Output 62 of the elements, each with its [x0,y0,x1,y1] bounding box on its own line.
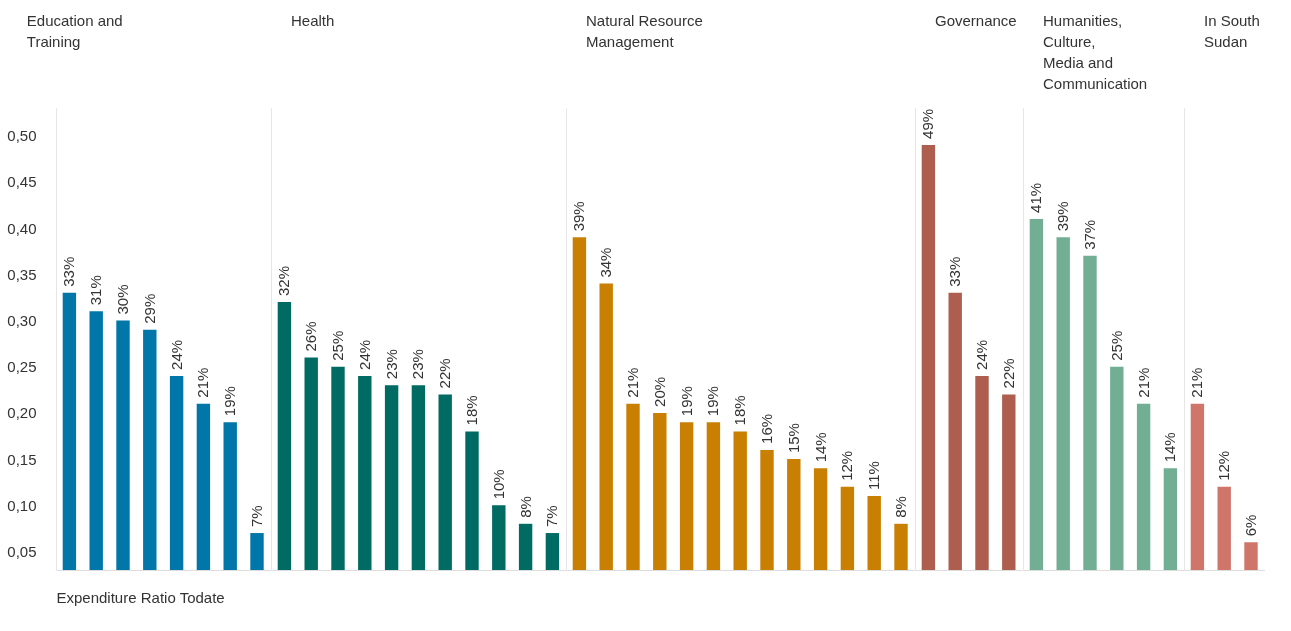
data-label: 25% [1107,330,1125,361]
data-label: 8% [516,496,534,518]
data-label: 25% [329,330,346,361]
y-tick-label: 0,20 [7,404,37,422]
data-label: 22% [436,358,454,389]
data-label: 12% [1215,450,1233,481]
data-label: 16% [758,413,775,444]
data-label: 20% [650,376,668,407]
data-label: 10% [489,469,507,500]
data-label: 19% [704,386,722,417]
data-label: 29% [140,293,158,324]
data-label: 32% [275,266,293,297]
y-tick-label: 0,15 [7,450,37,468]
data-label: 34% [597,247,615,278]
data-label: 49% [919,108,937,139]
data-label: 23% [382,349,400,380]
data-label: 24% [167,339,185,370]
chart-title: In South Sudan [1204,12,1260,50]
data-label: 21% [1134,367,1152,398]
data-label: 33% [946,256,964,287]
chart-title: Humanities, Culture, Media and Communication [1043,12,1148,92]
chart-title: Governance [935,12,1017,29]
chart-title: Education and Training [26,12,123,50]
data-label: 19% [221,386,239,417]
data-label: 14% [811,432,829,463]
y-tick-label: 0,10 [7,496,37,514]
data-label: 23% [409,349,427,380]
data-label: 37% [1081,219,1098,250]
data-label: 21% [624,367,641,398]
data-label: 26% [302,321,320,352]
data-label: 15% [784,423,802,454]
data-label: 24% [355,339,373,370]
data-label: 18% [731,395,749,426]
data-label: 30% [114,284,131,315]
data-label: 21% [1188,367,1206,398]
data-label: 7% [543,505,561,528]
y-tick-label: 0,25 [7,358,37,376]
data-label: 14% [1161,432,1179,463]
data-label: 6% [1242,514,1259,537]
data-label: 41% [1027,182,1045,213]
data-label: 8% [892,496,909,518]
chart-title: Natural Resource Management [586,12,703,50]
data-label: 7% [248,505,265,528]
data-label: 31% [87,275,105,306]
y-tick-label: 0,05 [7,543,37,561]
data-label: 11% [865,461,883,491]
data-label: 33% [60,256,78,287]
data-label: 22% [999,358,1017,389]
y-tick-label: 0,45 [7,173,37,191]
data-label: 39% [1054,201,1072,232]
data-label: 18% [463,395,480,426]
data-label: 24% [973,339,990,370]
data-label: 39% [570,201,588,232]
y-tick-label: 0,50 [7,127,37,145]
y-tick-label: 0,30 [7,312,37,330]
data-label: 21% [194,367,212,398]
data-label: 12% [838,450,856,481]
chart-title: Health [291,12,335,29]
y-tick-label: 0,40 [7,219,37,237]
data-label: 19% [677,386,695,417]
y-tick-label: 0,35 [7,265,37,283]
text: Expenditure Ratio Todate [56,588,225,606]
